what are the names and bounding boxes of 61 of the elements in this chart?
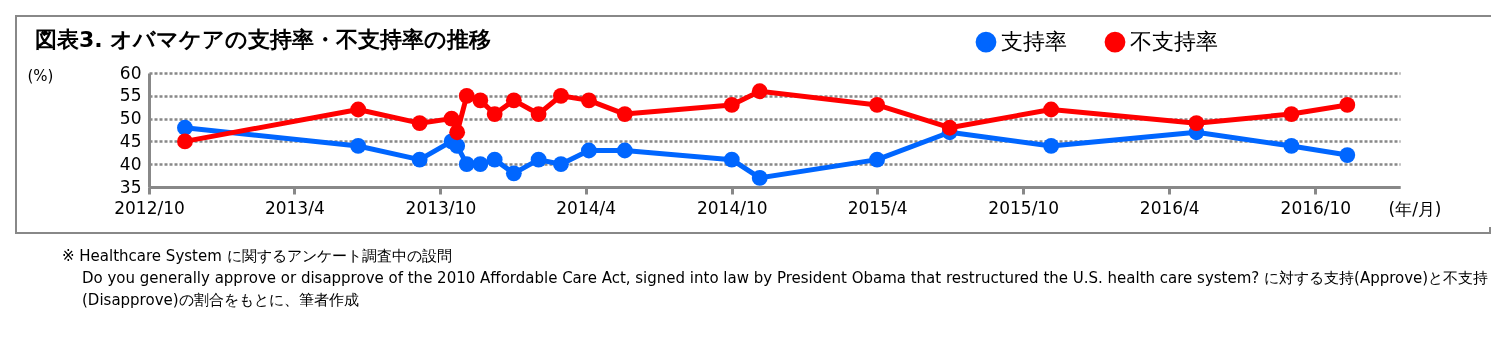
point [553,87,569,104]
x-tick-label: 2016/10 [1280,197,1352,218]
y-tick-label: 40 [119,153,142,174]
point [350,101,367,118]
point [580,92,597,109]
text: Do you generally approve or disapprove of the 2010 Affordable Care Act, signed into law by President Obama that restructured the U.S. health care system? に対する支持(Approve)と不支持(Disapprove)の割合をもとに、筆者作成 [81,267,1490,311]
point [1339,97,1356,113]
x-tick-label: 2014/4 [556,197,617,218]
text: ※ Healthcare System に関するアンケート調査中の設問 [62,246,453,267]
point [530,151,547,168]
legend-label: 支持率 [1001,29,1067,55]
x-tick-label: 2014/10 [696,197,768,218]
y-tick-label: 50 [119,108,142,129]
point [941,119,958,136]
point [553,156,569,173]
point [1283,106,1300,122]
point [1188,115,1205,132]
point [177,119,193,136]
point [869,97,885,113]
point [449,138,466,154]
point [350,138,367,154]
point [458,156,475,173]
point [1283,138,1300,154]
legend-label: 不支持率 [1130,29,1218,55]
y-axis-title: (%) [27,66,54,85]
point [449,124,466,141]
point [1043,101,1060,118]
point [1339,147,1356,163]
point [580,142,597,159]
point [751,169,768,186]
point [616,142,633,159]
point [486,151,503,168]
point [411,115,428,132]
x-tick-label: 2016/4 [1139,197,1200,218]
x-tick-label: 2013/4 [264,197,325,218]
x-tick-label: 2015/4 [847,197,908,218]
point [486,106,503,122]
point [505,165,522,182]
point [505,92,522,109]
point [751,83,768,100]
point [411,151,428,168]
point [723,97,740,113]
point [443,110,460,127]
point [458,87,475,104]
y-tick-label: 60 [119,62,142,83]
point [869,151,885,168]
point [1043,138,1060,154]
x-tick-label: 2012/10 [114,197,185,218]
point [472,92,489,109]
point [177,133,193,150]
x-axis-title: (年/月) [1388,198,1442,219]
x-tick-label: 2015/10 [988,197,1059,218]
y-tick-label: 45 [119,130,142,151]
y-tick-label: 55 [119,85,142,106]
point [616,106,633,122]
point [472,156,489,173]
point [723,151,740,168]
y-tick-label: 35 [119,176,142,197]
x-tick-label: 2013/10 [405,197,477,218]
chart-title: 図表3. オバマケアの支持率・不支持率の推移 [35,26,492,54]
point [530,106,547,122]
